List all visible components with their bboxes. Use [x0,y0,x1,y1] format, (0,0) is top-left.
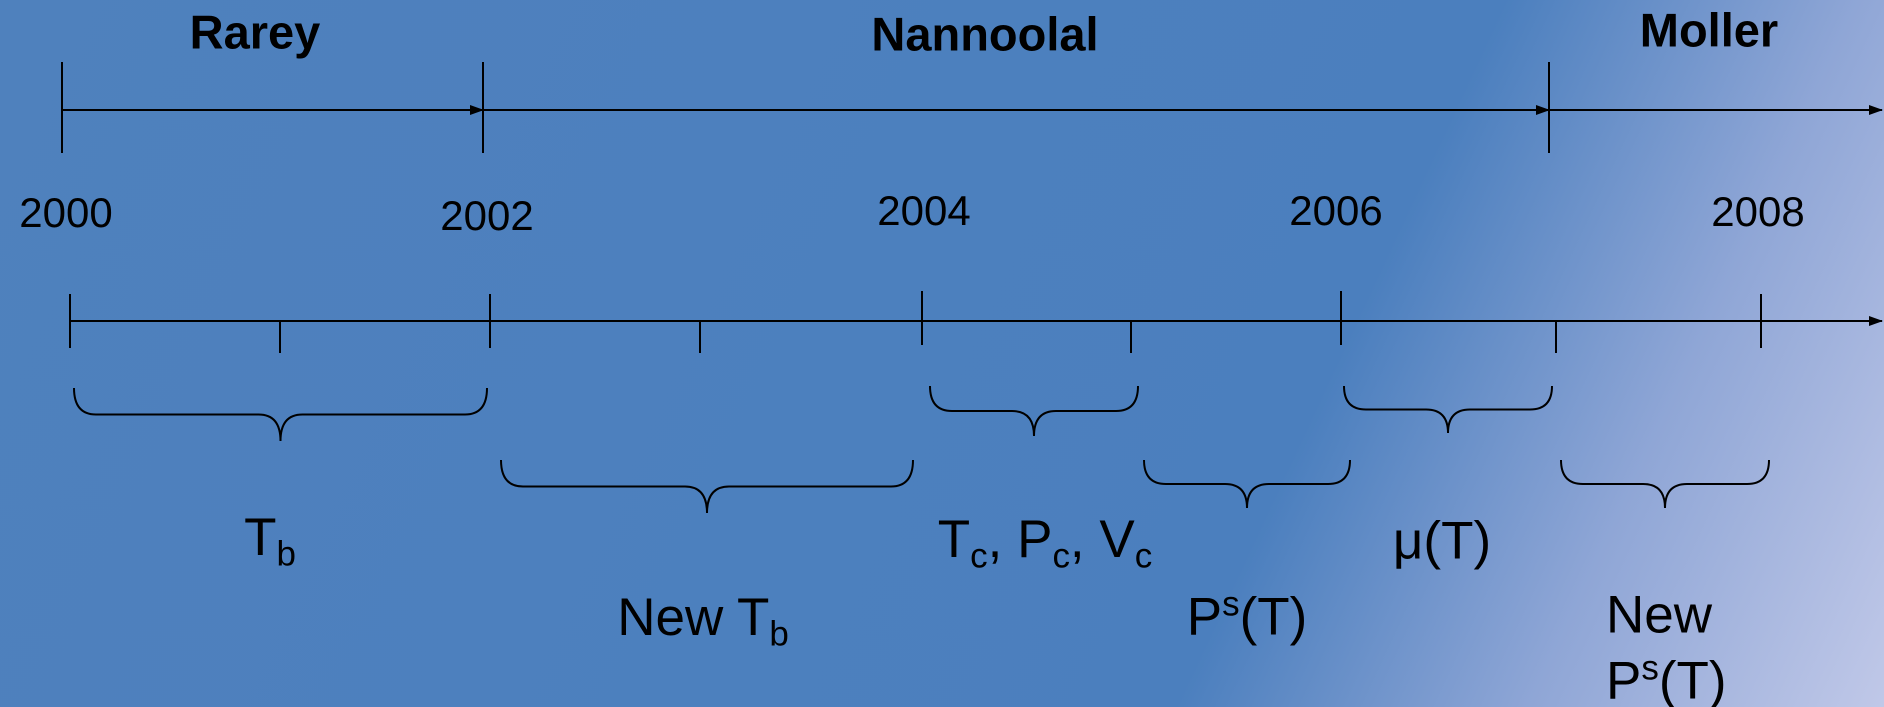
label-part: (T) [1658,651,1727,707]
year-label: 2000 [19,189,113,236]
year-label: 2004 [877,187,971,234]
brace [1560,459,1770,509]
property-label: New [1606,589,1712,642]
era-label: Moller [1639,3,1779,57]
label-part: μ(T) [1392,511,1492,571]
label-part: c [1134,536,1153,576]
label-part: , V [1069,509,1135,569]
label-part: b [769,614,789,654]
year-label: 2002 [440,192,534,239]
label-part: c [970,536,988,576]
brace [929,385,1139,437]
label-part: (T) [1239,587,1308,647]
label-part: New [1606,585,1713,645]
braces [73,385,1770,514]
label-part: New T [617,587,770,647]
label-part: b [276,534,296,574]
brace [73,387,488,442]
property-label: Tb [244,511,296,571]
property-label: Ps(T) [1187,586,1308,643]
year-label: 2008 [1711,188,1805,235]
property-label: Ps(T) [1606,650,1727,707]
label-part: T [937,509,971,569]
label-part: T [244,507,277,567]
property-label: Tc, Pc, Vc [938,513,1152,573]
label-part: P [1606,651,1642,707]
brace [1143,459,1351,509]
label-part: , P [987,509,1053,569]
era-label: Nannoolal [871,7,1099,61]
brace [1343,385,1553,434]
label-part: P [1186,587,1223,647]
era-axis [61,62,1883,153]
brace [500,459,914,514]
label-part: s [1641,648,1659,688]
year-axis [69,291,1883,353]
property-label: New Tb [617,591,789,651]
era-label: Rarey [189,5,321,59]
label-part: s [1222,584,1240,624]
year-label: 2006 [1289,187,1383,234]
property-label: μ(T) [1393,515,1491,568]
label-part: c [1052,536,1070,576]
